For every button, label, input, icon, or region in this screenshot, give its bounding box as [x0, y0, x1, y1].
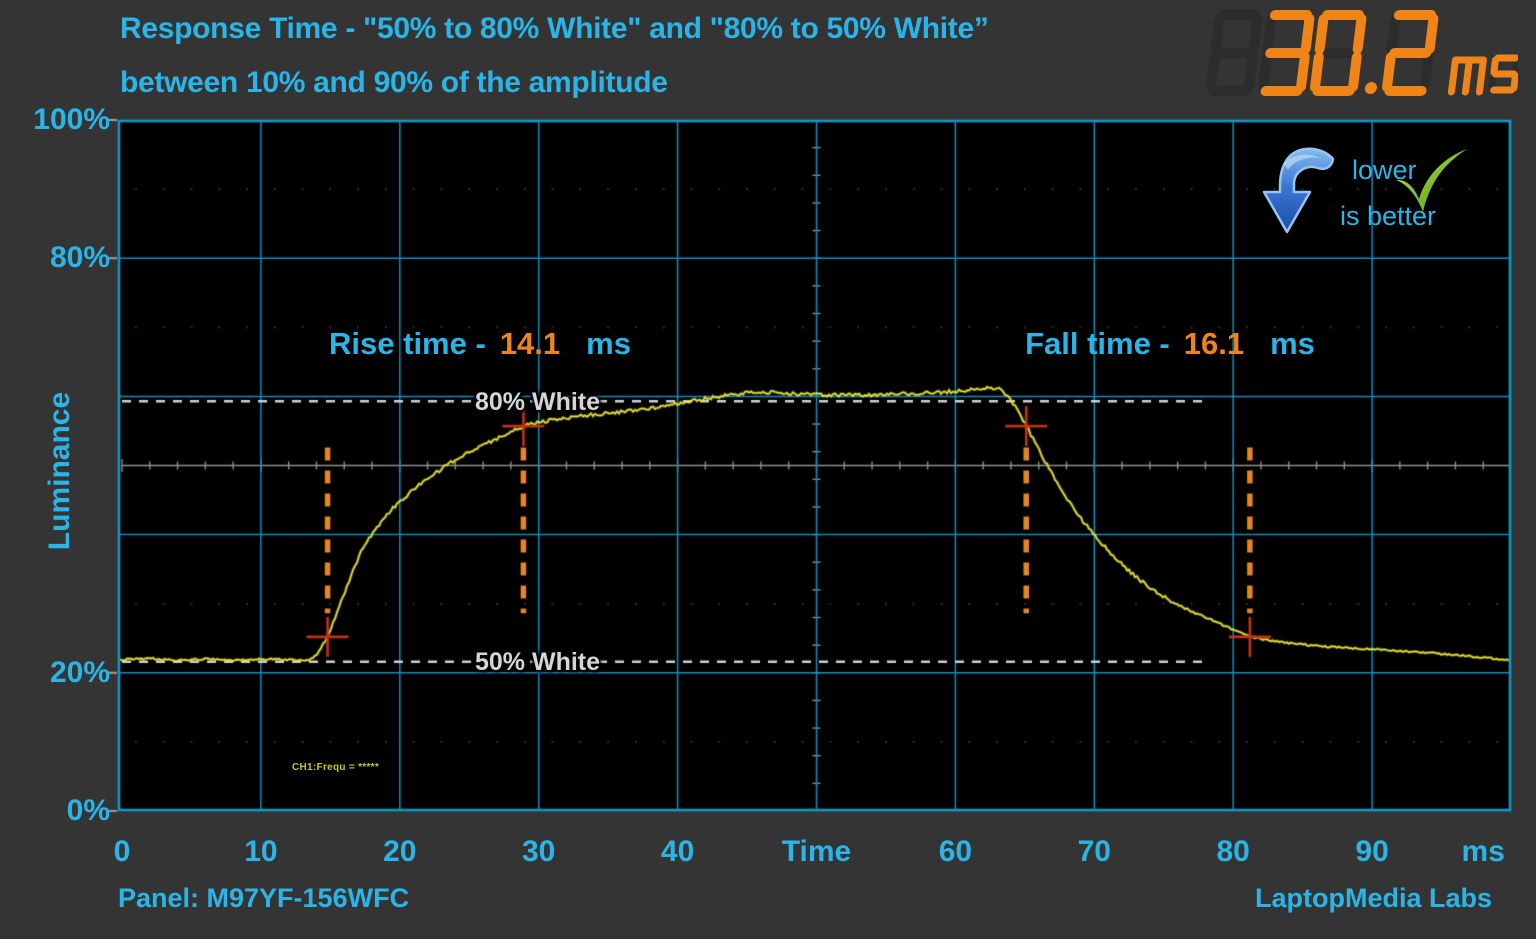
- x-tick-Time: Time: [781, 835, 852, 868]
- chart-title-line1: Response Time - "50% to 80% White" and "…: [120, 12, 989, 45]
- panel-model-label: Panel: M97YF-156WFC: [118, 883, 410, 913]
- y-tick-20: 20%: [49, 655, 110, 689]
- response-time-display: [1206, 10, 1518, 96]
- rise-time-annotation: Rise time - 14.1 ms: [280, 326, 680, 362]
- white50-reference-label: 50% White: [474, 648, 601, 676]
- green-checkmark-icon: [1396, 149, 1467, 212]
- fall-time-unit: ms: [1270, 326, 1315, 361]
- badge-word-lower: lower: [1352, 155, 1417, 185]
- x-tick-20: 20: [383, 835, 417, 868]
- scope-channel-readout: CH1:Frequ = *****: [292, 762, 380, 773]
- credit-label: LaptopMedia Labs: [1254, 883, 1492, 913]
- fall-time-label: Fall time -: [1025, 326, 1170, 361]
- y-tick-100: 100%: [33, 103, 110, 136]
- badge-word-is-better: is better: [1340, 201, 1437, 231]
- x-tick-0: 0: [113, 835, 131, 868]
- y-tick-80: 80%: [49, 241, 110, 275]
- x-tick-ms: ms: [1461, 835, 1505, 868]
- x-tick-90: 90: [1355, 835, 1389, 868]
- x-tick-70: 70: [1077, 835, 1111, 868]
- chart-title-line2: between 10% and 90% of the amplitude: [120, 66, 668, 99]
- x-tick-60: 60: [938, 835, 973, 868]
- white80-reference-label: 80% White: [474, 388, 601, 416]
- rise-time-value: 14.1: [499, 326, 561, 361]
- y-axis-label: Luminance: [43, 391, 76, 551]
- x-tick-40: 40: [660, 835, 695, 868]
- x-tick-30: 30: [522, 835, 556, 868]
- y-tick-0: 0%: [66, 794, 110, 827]
- x-tick-80: 80: [1216, 835, 1250, 868]
- fall-time-annotation: Fall time - 16.1 ms: [975, 326, 1365, 362]
- blue-down-arrow-icon: [1262, 147, 1335, 234]
- fall-time-value: 16.1: [1183, 326, 1245, 361]
- x-tick-10: 10: [244, 835, 278, 868]
- rise-time-label: Rise time -: [329, 326, 486, 361]
- rise-time-unit: ms: [586, 326, 631, 361]
